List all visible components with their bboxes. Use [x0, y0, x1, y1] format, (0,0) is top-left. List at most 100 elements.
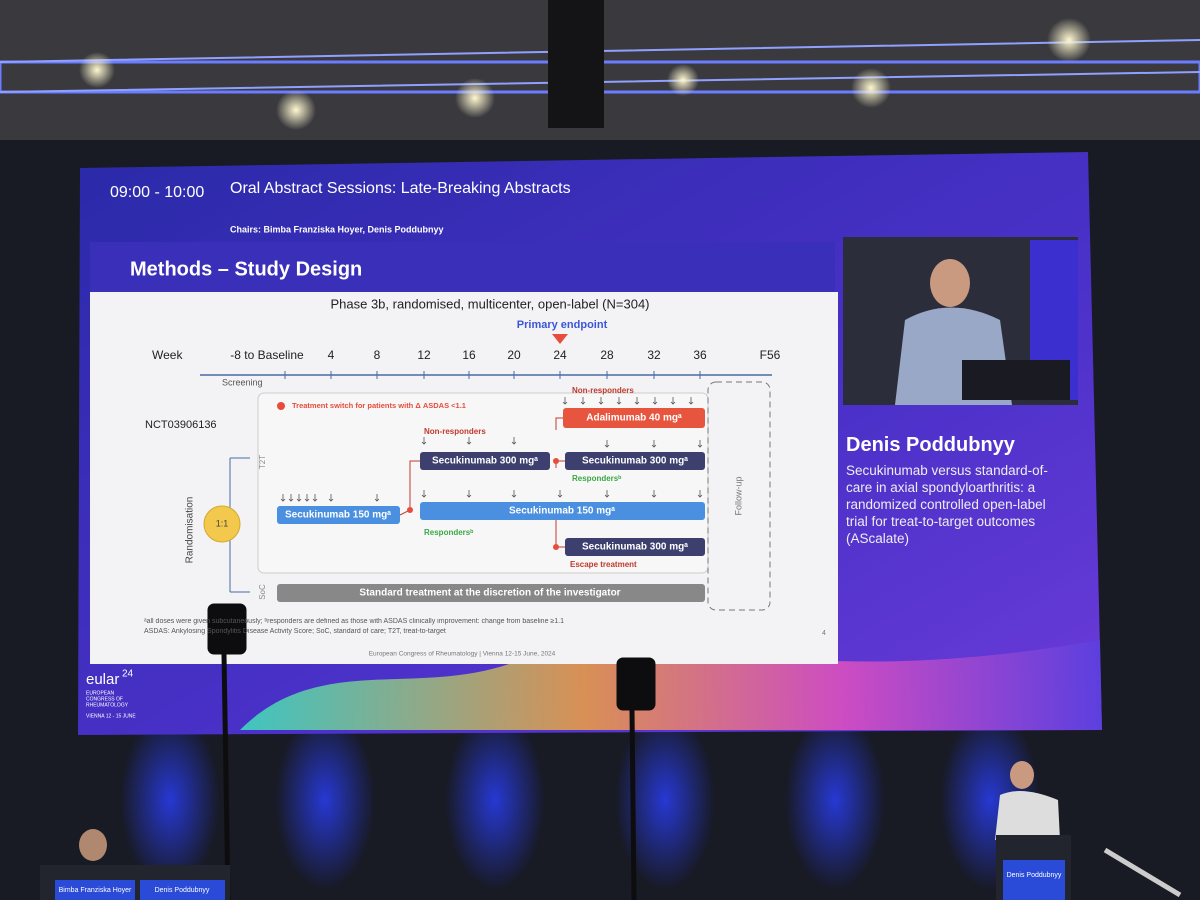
speaker-head [930, 259, 970, 307]
week-label: 8 [374, 348, 381, 362]
switch-dot [407, 507, 413, 513]
switch-note: Treatment switch for patients with Δ ASD… [292, 401, 466, 410]
dose-arrow [312, 494, 318, 502]
arm-t2t: T2T [258, 455, 267, 469]
dose-arrow [466, 437, 472, 445]
speaker-name: Denis Poddubnyy [846, 434, 1015, 456]
screening-label: Screening [222, 377, 263, 387]
week-label: 20 [507, 348, 521, 362]
talk-title: Secukinumab versus standard-of-care in a… [846, 463, 1048, 546]
annotation: Escape treatment [570, 560, 637, 569]
footnote: ᵃall doses were given subcutaneously; ᵇr… [144, 618, 564, 625]
podium-sign-text: Bimba Franziska Hoyer [59, 887, 132, 894]
podium-sign [55, 880, 135, 900]
logo-dates: VIENNA 12 - 15 JUNE [86, 713, 136, 719]
session-time: 09:00 - 10:00 [110, 184, 204, 201]
timeline: Week Screening -8 to Baseline 4 8 12 16 20 24 2… [152, 348, 781, 387]
podium-sign-text: Denis Poddubnyy [155, 887, 210, 894]
slide-header [90, 242, 835, 292]
week-label: 28 [600, 348, 614, 362]
week-label: 32 [647, 348, 661, 362]
week-label: F56 [760, 348, 781, 362]
session-chairs: Chairs: Bimba Franziska Hoyer, Denis Pod… [230, 224, 444, 234]
arm-soc: SoC [258, 584, 267, 600]
switch-path [399, 460, 420, 516]
speaker-box [548, 0, 604, 128]
annotation: Respondersᵇ [572, 474, 621, 483]
footnote: ASDAS: Ankylosing Spondylitis Disease Ac… [144, 628, 446, 635]
switch-dot [277, 402, 285, 410]
dose-arrow [374, 494, 380, 502]
dose-arrow [562, 397, 568, 405]
presenter-body [995, 791, 1060, 840]
week-label: 4 [328, 348, 335, 362]
dose-arrow [288, 494, 294, 502]
treatment-label: Secukinumab 150 mgᵃ [285, 510, 391, 521]
dose-arrow [296, 494, 302, 502]
slide-title: Methods – Study Design [130, 258, 362, 280]
week-label: 36 [693, 348, 707, 362]
annotation: Respondersᵇ [424, 528, 473, 537]
dose-arrow [670, 397, 676, 405]
dose-arrow [511, 490, 517, 498]
treatment-bar [563, 408, 705, 428]
dose-arrow [421, 437, 427, 445]
dose-arrow [697, 490, 703, 498]
logo-line: RHEUMATOLOGY [86, 702, 129, 708]
cameras [207, 603, 656, 900]
switch-dot [553, 458, 559, 464]
slide-subtitle: Phase 3b, randomised, multicenter, open-… [330, 296, 649, 311]
treatment-label: Secukinumab 300 mgᵃ [582, 456, 688, 467]
podium-sign [1003, 860, 1065, 900]
presenter-head [1010, 761, 1034, 789]
dose-arrow [421, 490, 427, 498]
dose-arrow [598, 397, 604, 405]
randomisation: Randomisation [185, 497, 196, 564]
railing [1103, 847, 1182, 898]
dose-arrow [511, 437, 517, 445]
dose-arrow [604, 490, 610, 498]
page-number: 4 [822, 630, 826, 637]
dose-arrow [604, 440, 610, 448]
podium-sign [140, 880, 225, 900]
treatment-bar [565, 538, 705, 556]
week-label: 12 [417, 348, 431, 362]
dose-arrow [616, 397, 622, 405]
logo-year: 24 [122, 669, 134, 680]
screen-wave [240, 640, 1102, 730]
dose-arrow [580, 397, 586, 405]
blue-wash [120, 710, 1040, 890]
dose-arrow [634, 397, 640, 405]
treatment-bar [420, 452, 550, 470]
logo-line: EUROPEAN [86, 690, 114, 696]
dose-arrow [280, 494, 286, 502]
podium-sign-text: Denis Poddubnyy [1007, 872, 1062, 879]
switch-dot [553, 544, 559, 550]
ratio: 1:1 [216, 518, 229, 528]
slide-footer: European Congress of Rheumatology | Vien… [369, 651, 556, 658]
session-title: Oral Abstract Sessions: Late-Breaking Ab… [230, 180, 571, 197]
annotation: Non-responders [424, 427, 486, 436]
treatment-label: Secukinumab 150 mgᵃ [509, 506, 615, 517]
laptop [962, 360, 1070, 400]
chair-person [79, 829, 107, 861]
treatment-bar [277, 506, 400, 524]
treatment-bar [565, 452, 705, 470]
logo-line: CONGRESS OF [86, 696, 123, 702]
treatment-bar [420, 502, 705, 520]
dose-arrow [466, 490, 472, 498]
lights [79, 18, 1091, 130]
treatment-label: Adalimumab 40 mgᵃ [586, 413, 682, 424]
dose-arrow [651, 440, 657, 448]
trial-id: NCT03906136 [145, 419, 217, 431]
dose-arrow [688, 397, 694, 405]
treatment-label: Secukinumab 300 mgᵃ [582, 542, 688, 553]
dose-arrow [651, 490, 657, 498]
follow-up-box [707, 381, 771, 611]
treatment-bar [277, 584, 705, 602]
week-label: -8 to Baseline [230, 348, 304, 362]
treatment-label: Secukinumab 300 mgᵃ [432, 456, 538, 467]
dose-arrow [328, 494, 334, 502]
